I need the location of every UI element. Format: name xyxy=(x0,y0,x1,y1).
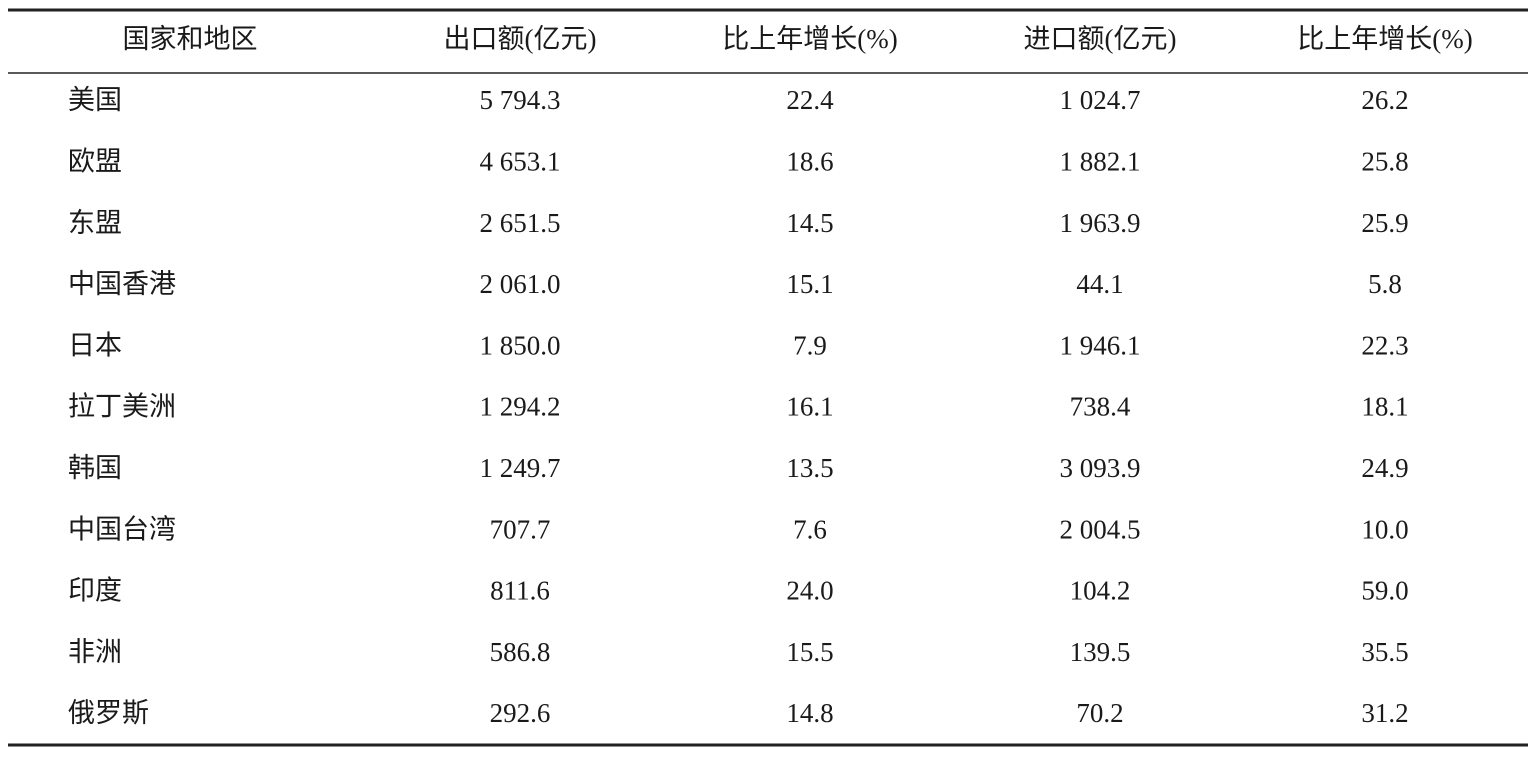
number-cell: 22.4 xyxy=(786,85,834,115)
number-cell: 3 093.9 xyxy=(1060,453,1141,483)
number-cell: 2 004.5 xyxy=(1060,514,1141,544)
number-cell: 35.5 xyxy=(1361,637,1408,667)
number-cell: 1 882.1 xyxy=(1060,147,1141,177)
region-cell: 印度 xyxy=(68,576,122,606)
number-cell: 104.2 xyxy=(1070,576,1131,606)
number-cell: 16.1 xyxy=(786,392,833,422)
number-cell: 70.2 xyxy=(1076,698,1123,728)
number-cell: 59.0 xyxy=(1361,576,1408,606)
number-cell: 44.1 xyxy=(1076,269,1123,299)
region-cell: 韩国 xyxy=(68,453,122,483)
number-cell: 5 794.3 xyxy=(480,85,561,115)
number-cell: 5.8 xyxy=(1368,269,1402,299)
region-cell: 非洲 xyxy=(68,637,122,667)
number-cell: 1 963.9 xyxy=(1060,208,1141,238)
number-cell: 31.2 xyxy=(1361,698,1408,728)
number-cell: 15.5 xyxy=(786,637,833,667)
region-cell: 欧盟 xyxy=(68,147,122,177)
number-cell: 2 061.0 xyxy=(480,269,561,299)
region-cell: 东盟 xyxy=(68,208,122,238)
number-cell: 10.0 xyxy=(1361,514,1408,544)
number-cell: 1 249.7 xyxy=(480,453,561,483)
number-cell: 1 294.2 xyxy=(480,392,561,422)
number-cell: 14.5 xyxy=(786,208,833,238)
region-cell: 俄罗斯 xyxy=(68,698,149,728)
region-cell: 中国台湾 xyxy=(68,514,176,544)
region-cell: 中国香港 xyxy=(68,269,176,299)
number-cell: 1 946.1 xyxy=(1060,330,1141,360)
number-cell: 738.4 xyxy=(1070,392,1131,422)
number-cell: 25.9 xyxy=(1361,208,1408,238)
region-cell: 日本 xyxy=(68,330,122,360)
number-cell: 22.3 xyxy=(1361,330,1408,360)
number-cell: 586.8 xyxy=(490,637,551,667)
number-cell: 26.2 xyxy=(1361,85,1408,115)
number-cell: 24.0 xyxy=(786,576,833,606)
number-cell: 14.8 xyxy=(786,698,833,728)
number-cell: 4 653.1 xyxy=(480,147,561,177)
header-cell: 进口额(亿元) xyxy=(1024,24,1177,54)
region-cell: 美国 xyxy=(68,85,122,115)
header-cell: 出口额(亿元) xyxy=(444,24,597,54)
number-cell: 18.1 xyxy=(1361,392,1408,422)
region-cell: 拉丁美洲 xyxy=(68,392,176,422)
number-cell: 1 024.7 xyxy=(1060,85,1141,115)
number-cell: 15.1 xyxy=(786,269,833,299)
number-cell: 1 850.0 xyxy=(480,330,561,360)
number-cell: 811.6 xyxy=(490,576,550,606)
header-cell: 国家和地区 xyxy=(123,24,258,54)
number-cell: 13.5 xyxy=(786,453,833,483)
number-cell: 18.6 xyxy=(786,147,833,177)
number-cell: 25.8 xyxy=(1361,147,1408,177)
header-cell: 比上年增长(%) xyxy=(722,24,897,54)
number-cell: 2 651.5 xyxy=(480,208,561,238)
number-cell: 292.6 xyxy=(490,698,551,728)
number-cell: 7.6 xyxy=(793,514,827,544)
number-cell: 707.7 xyxy=(490,514,551,544)
number-cell: 24.9 xyxy=(1361,453,1408,483)
number-cell: 139.5 xyxy=(1070,637,1131,667)
number-cell: 7.9 xyxy=(793,330,827,360)
header-cell: 比上年增长(%) xyxy=(1297,24,1472,54)
